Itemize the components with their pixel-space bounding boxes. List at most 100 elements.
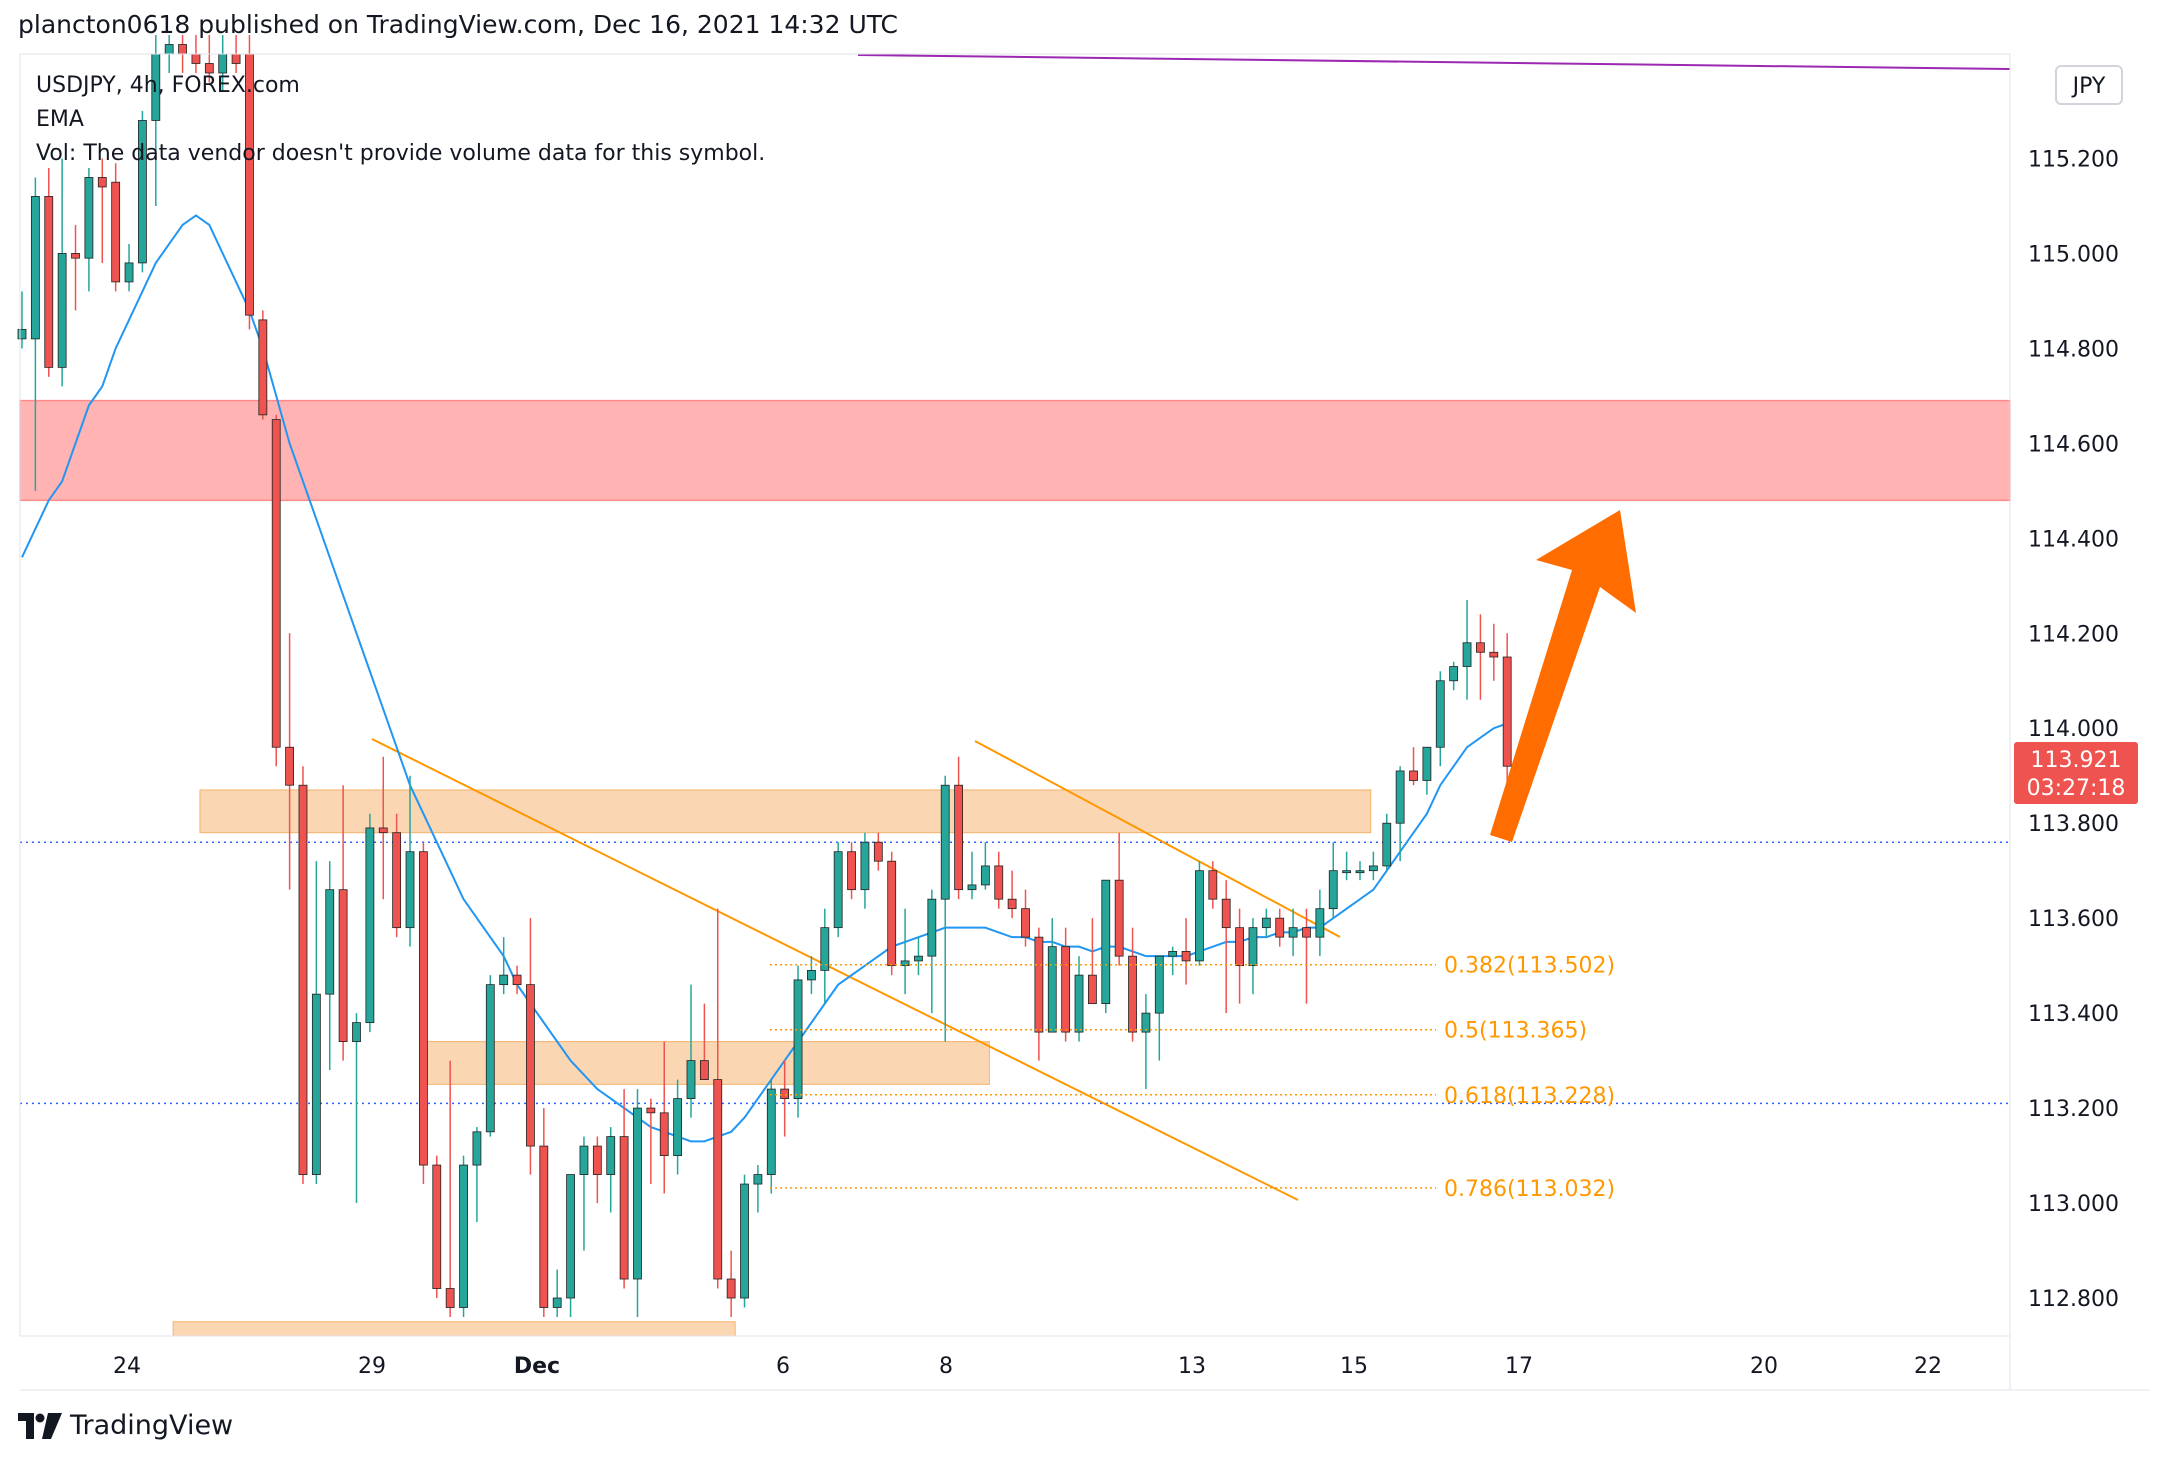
candle-body — [847, 851, 856, 891]
candle — [1181, 918, 1191, 985]
candle-body — [619, 1136, 629, 1280]
candle — [1101, 879, 1111, 1014]
candle-body — [780, 1088, 790, 1099]
y-tick-label: 113.400 — [2028, 1002, 2119, 1027]
fib-label: 0.382(113.502) — [1444, 954, 1615, 979]
candle — [445, 1060, 455, 1318]
candle-body — [954, 784, 963, 891]
candle-body — [900, 960, 910, 967]
candle — [459, 1155, 468, 1318]
candle-body — [378, 827, 388, 834]
candle-body — [1328, 870, 1338, 910]
candle — [151, 35, 161, 206]
candle-body — [820, 927, 830, 971]
candle-body — [1502, 656, 1512, 767]
candle-body — [191, 53, 201, 64]
candle — [606, 1127, 616, 1213]
candle — [285, 633, 295, 890]
candle — [1021, 889, 1030, 947]
candle — [1007, 870, 1017, 919]
candle — [833, 842, 843, 938]
y-tick-label: 115.000 — [2028, 242, 2119, 267]
candle-body — [445, 1288, 455, 1308]
candle — [566, 1174, 575, 1318]
candle — [1141, 994, 1151, 1090]
candle — [820, 908, 830, 1004]
candle — [418, 842, 428, 1185]
fib-label: 0.618(113.228) — [1444, 1084, 1615, 1109]
currency-badge[interactable]: JPY — [2071, 74, 2106, 99]
candle — [512, 965, 522, 995]
candle-body — [539, 1145, 549, 1308]
candle — [378, 756, 388, 900]
last-price-countdown: 03:27:18 — [2027, 776, 2126, 801]
candle-body — [699, 1060, 709, 1081]
candle-body — [1476, 642, 1485, 653]
candle-body — [1074, 974, 1084, 1033]
candle — [686, 984, 696, 1118]
candle — [753, 1165, 763, 1213]
tradingview-logo[interactable]: TradingView — [18, 1410, 233, 1441]
candle — [980, 842, 990, 890]
candle-body — [405, 851, 415, 929]
x-tick-label: 8 — [939, 1354, 953, 1379]
candle-body — [258, 319, 268, 416]
candle — [1328, 842, 1338, 919]
candle-body — [887, 860, 897, 967]
candle — [325, 861, 335, 1071]
candle — [30, 177, 40, 491]
candle — [1074, 956, 1084, 1042]
candle — [1489, 623, 1499, 681]
x-tick-label: 24 — [113, 1354, 141, 1379]
candle — [619, 1089, 629, 1289]
y-tick-label: 113.800 — [2028, 812, 2119, 837]
candle — [1409, 747, 1418, 786]
candle-body — [1355, 870, 1365, 874]
candle-body — [1248, 927, 1258, 967]
candle-body — [97, 177, 107, 188]
candle — [1275, 908, 1285, 947]
candle-body — [566, 1174, 575, 1299]
candle — [472, 1127, 482, 1223]
candle — [405, 775, 415, 947]
currency-badge-box[interactable] — [2055, 65, 2123, 105]
candle-body — [1168, 951, 1178, 957]
candle-body — [84, 177, 94, 259]
candle-body — [606, 1136, 616, 1175]
candle-body — [1101, 879, 1111, 1005]
candle — [740, 1174, 749, 1308]
candle — [766, 1079, 776, 1194]
candle — [927, 889, 937, 1014]
x-tick-label: 20 — [1750, 1354, 1778, 1379]
candle-body — [1342, 870, 1352, 874]
candle — [726, 1250, 736, 1318]
candle-body — [740, 1183, 749, 1299]
axes-layer: 115.200 115.000 114.800 114.600 114.400 114.2… — [19, 53, 2150, 1391]
candle — [1034, 927, 1044, 1061]
candle — [1128, 927, 1137, 1042]
candle-body — [298, 784, 308, 1175]
candle — [44, 167, 54, 377]
candle — [17, 291, 27, 349]
last-price-value: 113.921 — [2031, 748, 2122, 773]
legend-volume-note: Vol: The data vendor doesn't provide vol… — [36, 141, 765, 166]
candle — [1088, 918, 1097, 1005]
candle-body — [927, 898, 937, 957]
candle — [914, 937, 923, 976]
candle — [84, 167, 94, 292]
candle — [887, 851, 897, 976]
candle — [900, 908, 910, 995]
candle-body — [1288, 927, 1298, 938]
candle-body — [1021, 908, 1030, 938]
candle-body — [218, 53, 228, 74]
arrow-layer — [1490, 510, 1636, 842]
candle-body — [472, 1131, 482, 1166]
y-tick-label: 114.600 — [2028, 432, 2119, 457]
legend-symbol: USDJPY, 4h, FOREX.com — [36, 73, 300, 98]
candle — [485, 975, 495, 1137]
y-tick-label: 114.200 — [2028, 622, 2119, 647]
candle-body — [914, 955, 923, 962]
candle-body — [686, 1060, 696, 1099]
candle — [1462, 600, 1472, 700]
